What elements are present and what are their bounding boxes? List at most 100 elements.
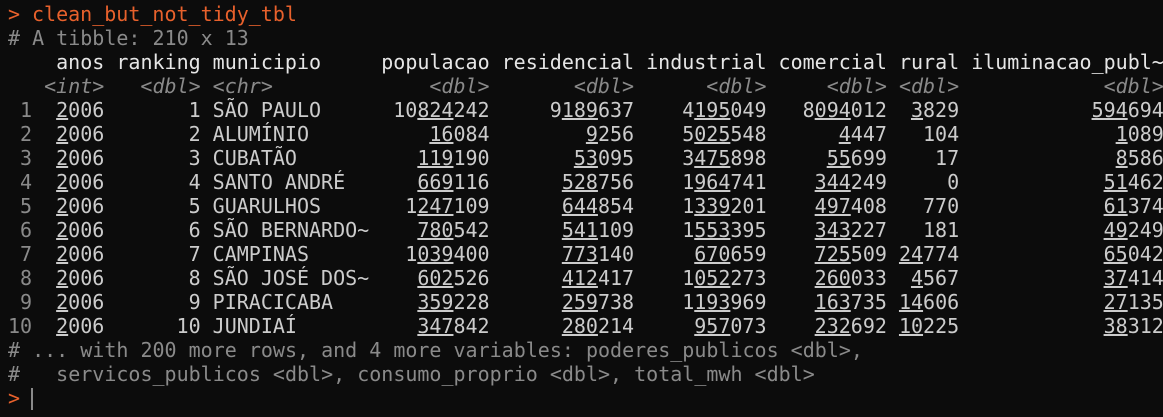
- row-number: 3: [20, 146, 33, 170]
- column-header: rural: [898, 50, 960, 74]
- table-cell: 670659: [694, 242, 767, 266]
- table-cell: 259738: [561, 290, 635, 314]
- column-type: <dbl>: [898, 74, 960, 98]
- table-cell: 1: [188, 98, 201, 122]
- row-number: 2: [20, 122, 33, 146]
- table-cell: 594694: [1091, 98, 1163, 122]
- table-cell: SÃO PAULO: [212, 98, 322, 122]
- table-cell: 344249: [814, 170, 887, 194]
- column-header: ranking: [116, 50, 201, 74]
- table-cell: 10824242: [393, 98, 490, 122]
- table-cell: 8094012: [802, 98, 887, 122]
- column-header: comercial: [778, 50, 887, 74]
- table-cell: SANTO ANDRÉ: [212, 170, 346, 194]
- table-cell: 4195049: [682, 98, 767, 122]
- row-number: 8: [20, 266, 33, 290]
- table-cell: 9189637: [549, 98, 635, 122]
- table-cell: 55699: [826, 146, 887, 170]
- table-cell: GUARULHOS: [212, 194, 322, 218]
- table-cell: 2006: [56, 266, 105, 290]
- column-header: industrial: [646, 50, 767, 74]
- row-number: 5: [20, 194, 33, 218]
- table-cell: 4447: [838, 122, 887, 146]
- tibble-summary: # A tibble: 210 x 13: [8, 26, 249, 50]
- table-cell: 412417: [561, 266, 635, 290]
- table-cell: 5: [188, 194, 201, 218]
- table-cell: 770: [923, 194, 960, 218]
- table-cell: 541109: [561, 218, 635, 242]
- footer-line: # servicos_publicos <dbl>, consumo_propr…: [8, 362, 815, 386]
- table-cell: 14606: [898, 290, 960, 314]
- column-header: municipio: [212, 50, 322, 74]
- table-cell: 1553395: [682, 218, 767, 242]
- table-cell: CUBATÃO: [212, 146, 297, 170]
- table-cell: 280214: [561, 314, 635, 338]
- table-cell: ALUMÍNIO: [212, 122, 309, 146]
- table-cell: JUNDIAÍ: [212, 314, 297, 338]
- column-type: <dbl>: [429, 74, 490, 98]
- column-type: <dbl>: [706, 74, 767, 98]
- table-cell: 2006: [56, 314, 105, 338]
- table-cell: 8: [188, 266, 201, 290]
- table-cell: 644854: [561, 194, 635, 218]
- table-cell: 773140: [561, 242, 635, 266]
- table-cell: PIRACICABA: [212, 290, 334, 314]
- table-cell: 5025548: [682, 122, 767, 146]
- table-cell: CAMPINAS: [212, 242, 309, 266]
- column-header: iluminacao_publ~: [971, 50, 1163, 74]
- table-cell: 1964741: [682, 170, 767, 194]
- table-cell: 3475898: [682, 146, 767, 170]
- table-cell: 0: [947, 170, 960, 194]
- table-cell: 38312: [1103, 314, 1163, 338]
- column-type: <int>: [44, 74, 105, 98]
- command: clean_but_not_tidy_tbl: [32, 2, 297, 26]
- table-cell: 232692: [814, 314, 887, 338]
- table-cell: 780542: [417, 218, 490, 242]
- table-cell: 725509: [814, 242, 887, 266]
- row-number: 7: [20, 242, 33, 266]
- column-header: residencial: [501, 50, 635, 74]
- table-cell: 2006: [56, 290, 105, 314]
- table-cell: 24774: [898, 242, 960, 266]
- table-cell: 347842: [417, 314, 490, 338]
- prompt: >: [8, 386, 21, 410]
- table-cell: 497408: [814, 194, 887, 218]
- row-number: 1: [20, 98, 33, 122]
- table-cell: 37414: [1103, 266, 1163, 290]
- column-type: <dbl>: [573, 74, 635, 98]
- table-cell: 602526: [417, 266, 490, 290]
- table-cell: 1339201: [682, 194, 767, 218]
- column-header: populacao: [381, 50, 490, 74]
- table-cell: 3: [188, 146, 201, 170]
- table-cell: 16084: [429, 122, 490, 146]
- table-cell: 2006: [56, 242, 105, 266]
- table-cell: 1193969: [682, 290, 767, 314]
- table-cell: SÃO JOSÉ DOS~: [212, 266, 370, 290]
- row-number: 4: [20, 170, 33, 194]
- row-number: 10: [8, 314, 33, 338]
- table-cell: 3829: [910, 98, 960, 122]
- table-cell: 2006: [56, 194, 105, 218]
- table-cell: 343227: [814, 218, 887, 242]
- table-cell: 9256: [585, 122, 635, 146]
- footer-line: # ... with 200 more rows, and 4 more var…: [8, 338, 863, 362]
- table-cell: 2006: [56, 170, 105, 194]
- table-cell: 1039400: [405, 242, 490, 266]
- column-type: <dbl>: [140, 74, 201, 98]
- table-cell: 10225: [898, 314, 960, 338]
- table-cell: 119190: [417, 146, 490, 170]
- table-cell: 4: [188, 170, 201, 194]
- table-cell: 49249: [1103, 218, 1163, 242]
- table-cell: 2006: [56, 218, 105, 242]
- table-cell: 669116: [417, 170, 490, 194]
- table-cell: 65042: [1103, 242, 1163, 266]
- prompt: >: [8, 2, 21, 26]
- table-cell: 2: [188, 122, 201, 146]
- table-cell: SÃO BERNARDO~: [212, 218, 370, 242]
- table-cell: 2006: [56, 98, 105, 122]
- table-cell: 957073: [694, 314, 767, 338]
- table-cell: 528756: [561, 170, 635, 194]
- table-cell: 8586: [1115, 146, 1163, 170]
- table-cell: 2006: [56, 146, 105, 170]
